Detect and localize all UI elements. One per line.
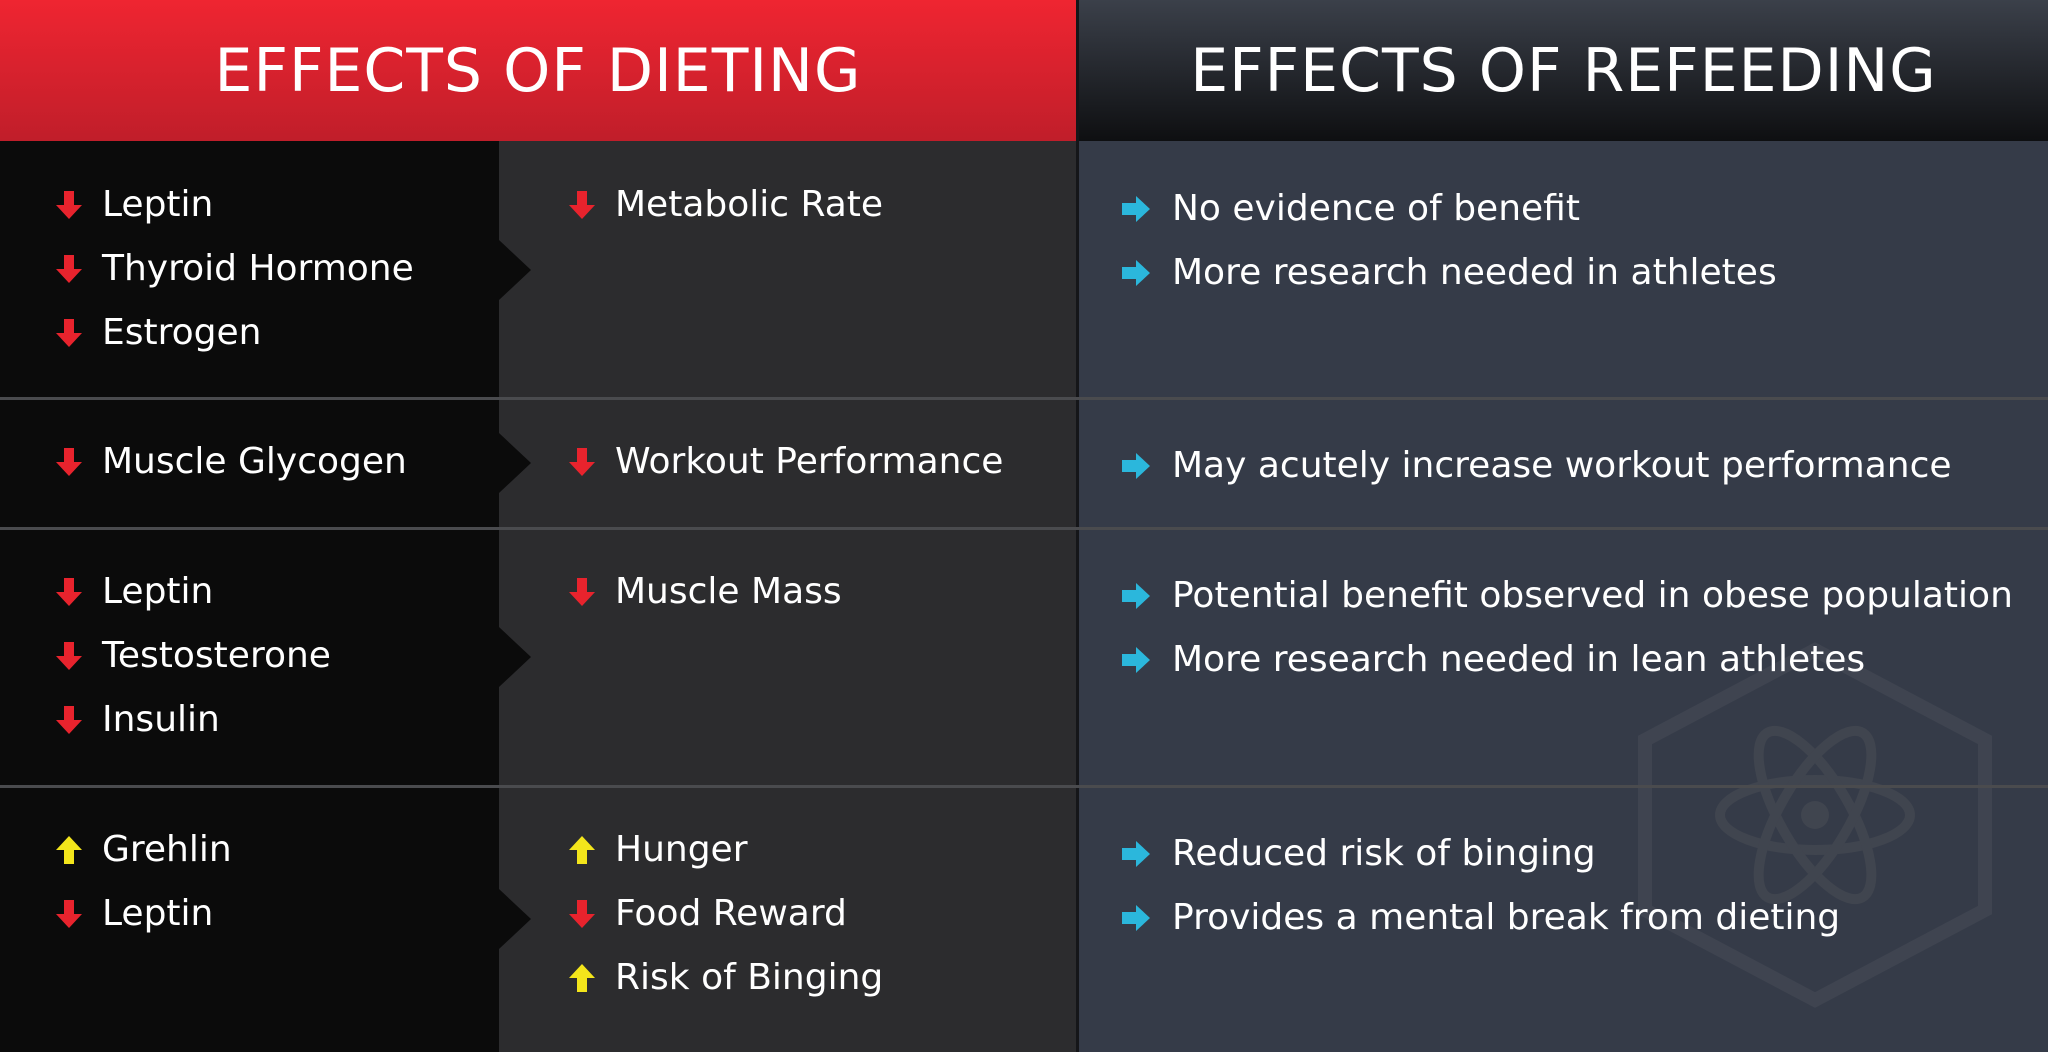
up-arrow-icon xyxy=(569,836,595,864)
down-arrow-icon xyxy=(56,900,82,928)
right-arrow-icon xyxy=(1122,260,1150,286)
effect-text: Metabolic Rate xyxy=(615,184,884,225)
down-arrow-icon xyxy=(569,578,595,606)
right-arrow-icon xyxy=(1122,647,1150,673)
cause-text: Leptin xyxy=(102,893,214,934)
right-arrow-icon xyxy=(1122,841,1150,867)
refeeding-text: More research needed in athletes xyxy=(1172,252,1777,293)
down-arrow-icon xyxy=(569,900,595,928)
chevron xyxy=(499,433,531,493)
cause-text: Leptin xyxy=(102,571,214,612)
down-arrow-icon xyxy=(56,578,82,606)
refeeding-text: Provides a mental break from dieting xyxy=(1172,897,1841,938)
cause-text: Insulin xyxy=(102,699,220,740)
cause-text: Testosterone xyxy=(102,635,331,676)
refeeding-title: EFFECTS OF REFEEDING xyxy=(1190,35,1937,106)
row-divider xyxy=(0,527,2048,530)
cause-text: Muscle Glycogen xyxy=(102,441,407,482)
cause-text: Thyroid Hormone xyxy=(102,248,414,289)
down-arrow-icon xyxy=(56,448,82,476)
effect-text: Workout Performance xyxy=(615,441,1004,482)
cause-text: Grehlin xyxy=(102,829,232,870)
effect-text: Risk of Binging xyxy=(615,957,884,998)
chevron xyxy=(499,889,531,949)
refeeding-text: May acutely increase workout performance xyxy=(1172,445,1952,486)
dieting-title: EFFECTS OF DIETING xyxy=(214,35,862,106)
cause-text: Estrogen xyxy=(102,312,262,353)
refeeding-text: More research needed in lean athletes xyxy=(1172,639,1866,680)
down-arrow-icon xyxy=(569,448,595,476)
down-arrow-icon xyxy=(56,642,82,670)
dieting-right-panel xyxy=(499,141,1076,1052)
right-arrow-icon xyxy=(1122,453,1150,479)
up-arrow-icon xyxy=(56,836,82,864)
down-arrow-icon xyxy=(56,706,82,734)
column-separator xyxy=(1076,0,1079,1052)
chevron xyxy=(499,627,531,687)
right-arrow-icon xyxy=(1122,583,1150,609)
up-arrow-icon xyxy=(569,964,595,992)
down-arrow-icon xyxy=(569,191,595,219)
down-arrow-icon xyxy=(56,319,82,347)
refeeding-header: EFFECTS OF REFEEDING xyxy=(1079,0,2048,141)
right-arrow-icon xyxy=(1122,905,1150,931)
refeeding-text: Potential benefit observed in obese popu… xyxy=(1172,575,2013,616)
dieting-left-panel xyxy=(0,141,499,1052)
watermark xyxy=(1638,642,1992,1008)
effect-text: Muscle Mass xyxy=(615,571,842,612)
right-arrow-icon xyxy=(1122,196,1150,222)
refeeding-text: Reduced risk of binging xyxy=(1172,833,1596,874)
dieting-header: EFFECTS OF DIETING xyxy=(0,0,1076,141)
effect-text: Food Reward xyxy=(615,893,847,934)
effect-text: Hunger xyxy=(615,829,748,870)
down-arrow-icon xyxy=(56,255,82,283)
cause-text: Leptin xyxy=(102,184,214,225)
down-arrow-icon xyxy=(56,191,82,219)
row-divider xyxy=(0,785,2048,788)
chevron xyxy=(499,239,531,300)
row-divider xyxy=(0,397,2048,400)
refeeding-text: No evidence of benefit xyxy=(1172,188,1580,229)
